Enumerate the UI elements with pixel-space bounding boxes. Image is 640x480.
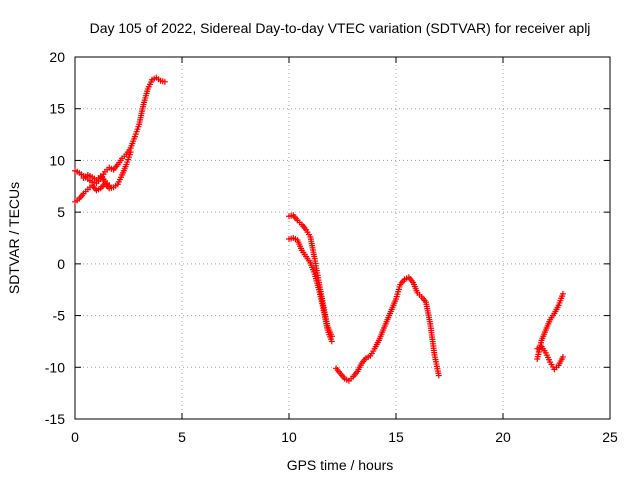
plot-frame [74,56,611,420]
y-tick-label: 15 [49,101,65,117]
y-axis-label: SDTVAR / TECUs [6,182,22,294]
y-tick-label: -15 [45,411,65,427]
x-tick-label: 15 [388,429,404,445]
x-tick-label: 25 [602,429,618,445]
x-tick-label: 20 [495,429,511,445]
data-point [127,149,134,156]
x-tick-label: 0 [71,429,79,445]
data-point [328,338,335,345]
data-point [559,290,566,297]
x-axis-label: GPS time / hours [287,457,394,473]
y-tick-label: 20 [49,49,65,65]
data-points [72,74,566,384]
data-point [559,353,566,360]
grid-layer [75,57,610,419]
y-tick-label: -10 [45,359,65,375]
tick-layer: 0 5 10 15 20 25 -15 -10 -5 0 5 10 15 20 [45,49,618,445]
data-point [435,372,442,379]
y-tick-label: 0 [57,256,65,272]
x-tick-label: 10 [281,429,297,445]
x-tick-label: 5 [178,429,186,445]
y-tick-label: -5 [53,308,66,324]
chart-title: Day 105 of 2022, Sidereal Day-to-day VTE… [90,20,591,36]
y-tick-label: 5 [57,204,65,220]
y-tick-label: 10 [49,152,65,168]
data-point [161,78,168,85]
data-point [106,182,113,189]
